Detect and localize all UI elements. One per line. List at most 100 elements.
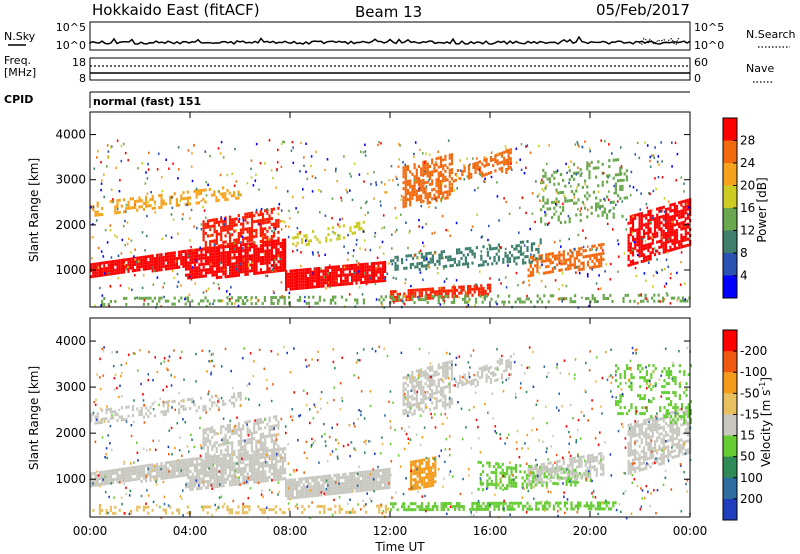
velocity-ytick-label-0: 1000	[55, 472, 86, 486]
velocity-scatter	[90, 345, 692, 520]
x-tick-label-4: 16:00	[473, 524, 508, 538]
beam-title: Beam 13	[355, 3, 422, 21]
station-title: Hokkaido East (fitACF)	[92, 1, 260, 19]
velocity-colorbar-swatch-1	[723, 351, 737, 373]
power-band-8	[627, 198, 692, 267]
power-colorbar-swatch-5	[723, 230, 737, 254]
velocity-colorbar-label-4: -15	[740, 407, 760, 421]
velocity-band-12	[390, 501, 617, 512]
nave-label: Nave	[746, 62, 774, 75]
velocity-colorbar-label-0: 200	[740, 492, 763, 506]
velocity-colorbar-swatch-8	[723, 498, 737, 521]
freq-label-line1: Freq.	[4, 54, 31, 67]
velocity-colorbar-swatch-2	[723, 372, 737, 394]
power-band-13	[540, 158, 628, 226]
freq-tick-top: 18	[72, 56, 86, 69]
nave-tick-top: 60	[694, 56, 708, 69]
power-band-9	[390, 238, 542, 271]
velocity-band-4	[90, 391, 242, 425]
velocity-band-9	[527, 452, 605, 487]
power-scatter	[90, 139, 692, 309]
power-x-ticks	[89, 112, 691, 307]
power-ytick-label-0: 1000	[55, 263, 86, 277]
power-panel: 1000 2000 3000 4000 Slant Range [km]	[27, 111, 692, 309]
velocity-band-0	[90, 458, 187, 488]
velocity-panel: 1000 2000 3000 4000 00:00 04:00 08:00 12:00 16:…	[27, 317, 708, 538]
velocity-ytick-label-2: 3000	[55, 380, 86, 394]
nsky-series	[89, 35, 691, 45]
nsearch-series	[639, 37, 681, 46]
velocity-colorbar-label-1: 100	[740, 471, 763, 485]
velocity-band-6	[452, 355, 512, 389]
power-colorbar-swatch-3	[723, 185, 737, 209]
power-colorbar-swatch-0	[723, 118, 737, 141]
power-ylabel: Slant Range [km]	[27, 158, 41, 262]
power-colorbar-label-3: 16	[740, 201, 755, 215]
velocity-colorbar-label-main: Velocity [m s	[759, 390, 773, 467]
velocity-ylabel: Slant Range [km]	[27, 366, 41, 470]
x-tick-label-0: 00:00	[73, 524, 108, 538]
nsky-tick-bottom: 10^0	[56, 39, 86, 52]
velocity-ytick-label-1: 2000	[55, 426, 86, 440]
freq-tick-bottom: 8	[79, 72, 86, 85]
power-ytick-label-3: 4000	[55, 128, 86, 142]
nsky-panel: 10^5 10^0 10^5 10^0 N.Sky N.Search	[4, 21, 796, 52]
velocity-band-2	[285, 467, 391, 500]
power-band-3	[202, 206, 280, 251]
velocity-colorbar-swatch-5	[723, 435, 737, 458]
x-tick-label-5: 20:00	[573, 524, 608, 538]
velocity-colorbar-label: Velocity [m s-1]	[758, 377, 773, 467]
velocity-colorbar-swatch-3	[723, 393, 737, 415]
velocity-colorbar-label-sup: -1	[758, 382, 767, 390]
power-ytick-label-2: 3000	[55, 173, 86, 187]
nsearch-tick-bottom: 10^0	[694, 39, 724, 52]
velocity-band-10	[627, 405, 692, 475]
nave-tick-bottom: 0	[694, 72, 701, 85]
x-tick-label-1: 04:00	[173, 524, 208, 538]
power-colorbar-swatch-4	[723, 208, 737, 231]
velocity-band-3	[202, 415, 280, 459]
power-colorbar-label: Power [dB]	[755, 177, 769, 242]
power-colorbar: 4 8 12 16 20 24 28 Power [dB]	[722, 117, 769, 299]
power-y-ticks: 1000 2000 3000 4000	[55, 128, 690, 277]
power-band-1	[185, 238, 287, 280]
velocity-colorbar-swatch-4	[723, 414, 737, 437]
power-colorbar-label-5: 24	[740, 156, 755, 170]
velocity-colorbar-swatch-6	[723, 456, 737, 479]
x-tick-label-6: 00:00	[673, 524, 708, 538]
velocity-band-11	[615, 364, 692, 425]
x-tick-label-3: 12:00	[373, 524, 408, 538]
velocity-band-5	[402, 359, 454, 416]
power-colorbar-label-6: 28	[740, 134, 755, 148]
cpid-value: normal (fast) 151	[93, 95, 201, 108]
freq-label-line2: [MHz]	[4, 66, 36, 79]
power-colorbar-label-0: 4	[740, 269, 748, 283]
velocity-colorbar-label-3: 15	[740, 429, 755, 443]
velocity-colorbar-swatch-0	[723, 330, 737, 352]
velocity-x-ticks: 00:00 04:00 08:00 12:00 16:00 20:00 00:00	[73, 318, 708, 538]
nsky-label: N.Sky	[4, 30, 36, 43]
nsky-tick-top: 10^5	[56, 21, 86, 34]
velocity-band-1	[185, 447, 287, 491]
velocity-colorbar: 200 100 50 15 -15 -50 -100 -200 Velocity [m s-1…	[722, 329, 773, 521]
velocity-colorbar-label-end: ]	[759, 377, 773, 382]
nsearch-tick-top: 10^5	[694, 21, 724, 34]
velocity-colorbar-label-6: -100	[740, 365, 767, 379]
power-colorbar-label-1: 8	[740, 246, 748, 260]
velocity-colorbar-frame	[722, 329, 738, 521]
velocity-band-7	[410, 456, 437, 491]
velocity-band-13	[92, 504, 390, 515]
velocity-colorbar-label-2: 50	[740, 450, 755, 464]
power-colorbar-swatch-6	[723, 253, 737, 276]
velocity-noise	[92, 345, 692, 520]
power-noise	[90, 139, 690, 309]
x-axis-label: Time UT	[374, 540, 425, 554]
power-band-6	[452, 148, 512, 183]
power-colorbar-label-4: 20	[740, 179, 755, 193]
velocity-y-ticks: 1000 2000 3000 4000	[55, 334, 690, 486]
power-band-2	[285, 261, 387, 291]
power-ytick-label-1: 2000	[55, 218, 86, 232]
nsearch-label: N.Search	[746, 28, 796, 41]
velocity-colorbar-swatch-7	[723, 477, 737, 500]
